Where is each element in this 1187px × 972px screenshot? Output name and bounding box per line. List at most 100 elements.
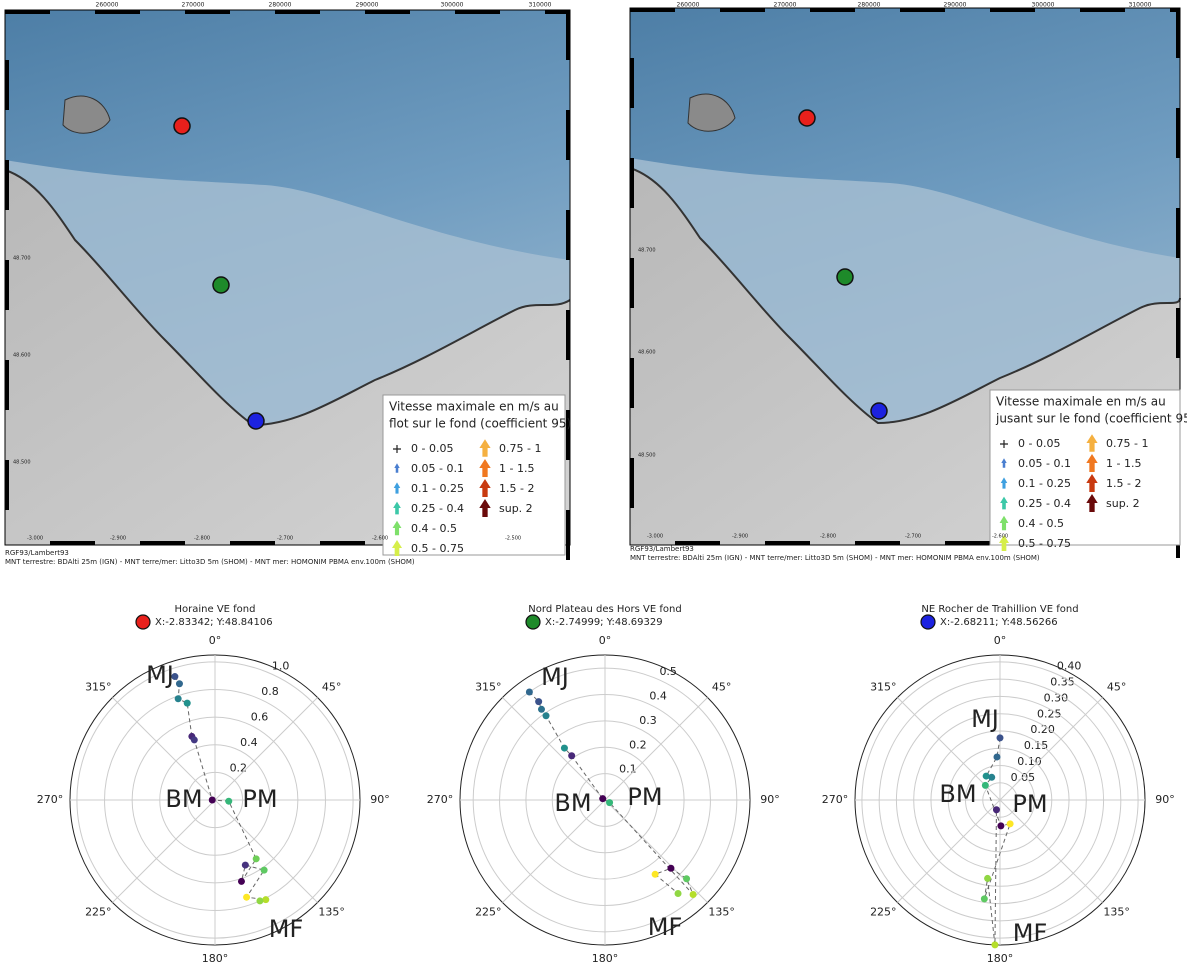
frame-bar xyxy=(1176,108,1180,158)
data-point xyxy=(256,897,263,904)
legend-label: 0.5 - 0.75 xyxy=(1018,537,1071,550)
theta-tick-label: 45° xyxy=(1107,681,1127,694)
map-x-label: 290000 xyxy=(356,2,379,9)
data-point xyxy=(543,712,550,719)
map-credit: RGF93/Lambert93 xyxy=(630,545,694,553)
theta-tick-label: 270° xyxy=(37,793,64,806)
page: Vitesse maximale en m/s au flot sur le fo… xyxy=(0,0,1187,972)
frame-bar xyxy=(630,158,634,208)
data-point xyxy=(175,695,182,702)
frame-bar xyxy=(230,541,275,545)
grid-spoke xyxy=(112,800,215,903)
chart-title: Nord Plateau des Hors VE fond xyxy=(528,604,681,615)
data-point xyxy=(243,894,250,901)
data-point xyxy=(209,797,216,804)
chart-title: NE Rocher de Trahillion VE fond xyxy=(921,604,1078,615)
legend-label: 0 - 0.05 xyxy=(411,442,453,455)
frame-bar xyxy=(566,210,570,260)
map-lon-label: -2.800 xyxy=(194,536,210,542)
theta-tick-label: 180° xyxy=(592,952,619,965)
frame-bar xyxy=(1176,8,1180,58)
legend-label: 0.4 - 0.5 xyxy=(1018,517,1064,530)
frame-bar xyxy=(630,58,634,108)
map-x-label: 280000 xyxy=(858,2,881,9)
map-x-label: 260000 xyxy=(677,2,700,9)
legend-title: jusant sur le fond (coefficient 95) xyxy=(995,412,1187,426)
grid-spoke xyxy=(502,697,605,800)
frame-bar xyxy=(5,460,9,510)
grid-spoke xyxy=(215,800,318,903)
legend-label: 0.4 - 0.5 xyxy=(411,522,457,535)
theta-tick-label: 270° xyxy=(427,793,454,806)
site-marker xyxy=(799,110,815,126)
frame-bar xyxy=(365,10,410,14)
data-point xyxy=(238,878,245,885)
site-marker xyxy=(248,413,264,429)
frame-bar xyxy=(5,60,9,110)
theta-tick-label: 0° xyxy=(599,634,612,647)
theta-tick-label: 270° xyxy=(822,793,849,806)
data-point xyxy=(981,895,988,902)
map-x-label: 290000 xyxy=(944,2,967,9)
theta-tick-label: 90° xyxy=(1155,793,1175,806)
frame-bar xyxy=(630,358,634,408)
annotation: MF xyxy=(1013,919,1048,947)
data-point xyxy=(176,680,183,687)
data-point xyxy=(984,875,991,882)
map-lat-label: 48.600 xyxy=(13,353,31,359)
theta-tick-label: 225° xyxy=(475,905,502,918)
r-tick-label: 0.1 xyxy=(619,763,637,776)
data-point xyxy=(261,867,268,874)
data-point xyxy=(683,875,690,882)
data-point xyxy=(1007,820,1014,827)
map-lat-label: 48.600 xyxy=(638,350,656,356)
frame-bar xyxy=(566,510,570,560)
frame-bar xyxy=(140,541,185,545)
legend-label: 0.1 - 0.25 xyxy=(411,482,464,495)
map-legend: Vitesse maximale en m/s au jusant sur le … xyxy=(990,390,1187,551)
map-lon-label: -3.000 xyxy=(647,534,663,540)
frame-bar xyxy=(185,10,230,14)
legend-label: 1.5 - 2 xyxy=(1106,477,1141,490)
legend-label: 1.5 - 2 xyxy=(499,482,534,495)
theta-tick-label: 315° xyxy=(475,681,502,694)
legend-label: 0.75 - 1 xyxy=(499,442,541,455)
grid-spoke xyxy=(897,800,1000,903)
legend-title: flot sur le fond (coefficient 95) xyxy=(389,417,571,431)
legend-title: Vitesse maximale en m/s au xyxy=(996,395,1166,409)
legend-label: 0.1 - 0.25 xyxy=(1018,477,1071,490)
data-point xyxy=(568,752,575,759)
theta-tick-label: 315° xyxy=(85,681,112,694)
frame-bar xyxy=(5,260,9,310)
annotation: PM xyxy=(627,783,662,811)
legend-label: 0.05 - 0.1 xyxy=(1018,457,1071,470)
frame-bar xyxy=(5,160,9,210)
site-marker xyxy=(213,277,229,293)
legend-label: 1 - 1.5 xyxy=(1106,457,1141,470)
map-lon-label: -2.600 xyxy=(992,534,1008,540)
map-lat-label: 48.500 xyxy=(638,453,656,459)
data-point xyxy=(225,798,232,805)
map-x-label: 280000 xyxy=(269,2,292,9)
map-x-label: 310000 xyxy=(1129,2,1152,9)
site-marker xyxy=(837,269,853,285)
map-credit: MNT terrestre: BDAlti 25m (IGN) - MNT te… xyxy=(630,554,1040,562)
map: Vitesse maximale en m/s au jusant sur le … xyxy=(630,8,1187,558)
r-tick-label: 0.40 xyxy=(1057,659,1082,672)
theta-tick-label: 90° xyxy=(370,793,390,806)
theta-tick-label: 0° xyxy=(994,634,1007,647)
theta-tick-label: 180° xyxy=(987,952,1014,965)
map-lon-label: -2.700 xyxy=(905,534,921,540)
frame-bar xyxy=(566,110,570,160)
data-point xyxy=(242,862,249,869)
frame-bar xyxy=(1176,308,1180,358)
legend-label: 0.25 - 0.4 xyxy=(411,502,464,515)
legend-label: 0.5 - 0.75 xyxy=(411,542,464,555)
data-point xyxy=(538,706,545,713)
theta-tick-label: 135° xyxy=(708,905,735,918)
site-marker xyxy=(871,403,887,419)
r-tick-label: 0.4 xyxy=(240,736,258,749)
connecting-line xyxy=(984,738,1010,945)
